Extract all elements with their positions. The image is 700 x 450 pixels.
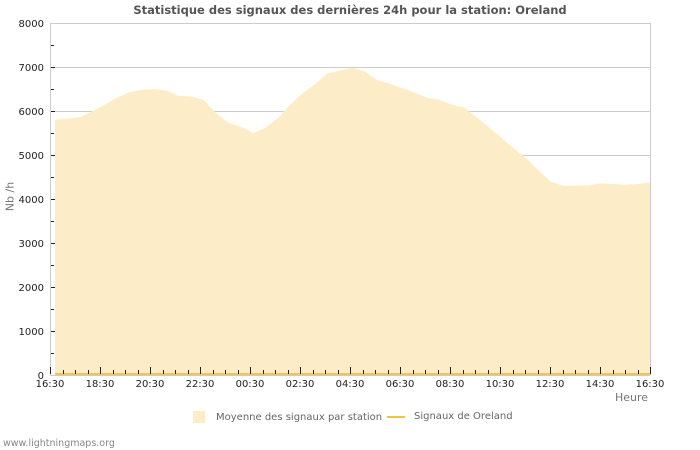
x-axis-label: Heure xyxy=(614,391,648,404)
y-axis-ticks: 0 1000 2000 3000 4000 5000 6000 7000 8000 xyxy=(19,19,55,382)
svg-text:16:30: 16:30 xyxy=(636,379,665,390)
svg-text:06:30: 06:30 xyxy=(386,379,415,390)
svg-text:00:30: 00:30 xyxy=(236,379,265,390)
svg-text:3000: 3000 xyxy=(19,239,44,250)
svg-text:4000: 4000 xyxy=(19,195,44,206)
svg-text:20:30: 20:30 xyxy=(136,379,165,390)
legend: Moyenne des signaux par station Signaux … xyxy=(0,411,700,427)
chart-title: Statistique des signaux des dernières 24… xyxy=(133,3,567,17)
svg-text:6000: 6000 xyxy=(19,107,44,118)
svg-text:10:30: 10:30 xyxy=(486,379,515,390)
svg-text:7000: 7000 xyxy=(19,63,44,74)
svg-text:1000: 1000 xyxy=(19,327,44,338)
svg-text:8000: 8000 xyxy=(19,19,44,30)
svg-text:14:30: 14:30 xyxy=(586,379,615,390)
legend-item-average: Moyenne des signaux par station xyxy=(193,411,382,423)
x-axis-ticks: 16:30 18:30 20:30 22:30 00:30 02:30 04:30 06:30… xyxy=(36,367,665,390)
svg-text:16:30: 16:30 xyxy=(36,379,65,390)
svg-text:5000: 5000 xyxy=(19,151,44,162)
y-axis-label: Nb /h xyxy=(3,181,17,212)
legend-label-station: Signaux de Oreland xyxy=(414,411,513,422)
legend-item-station: Signaux de Oreland xyxy=(387,411,513,422)
line-swatch-icon xyxy=(387,415,405,418)
axes xyxy=(50,23,651,376)
area-swatch-icon xyxy=(193,411,205,423)
svg-text:0: 0 xyxy=(38,371,44,382)
footer-credit: www.lightningmaps.org xyxy=(3,438,115,449)
svg-text:2000: 2000 xyxy=(19,283,44,294)
svg-text:18:30: 18:30 xyxy=(86,379,115,390)
legend-label-average: Moyenne des signaux par station xyxy=(216,411,383,423)
average-signals-area xyxy=(55,67,650,376)
svg-text:04:30: 04:30 xyxy=(336,379,365,390)
svg-text:22:30: 22:30 xyxy=(186,379,215,390)
svg-text:08:30: 08:30 xyxy=(436,379,465,390)
svg-text:12:30: 12:30 xyxy=(536,379,565,390)
svg-text:02:30: 02:30 xyxy=(286,379,315,390)
